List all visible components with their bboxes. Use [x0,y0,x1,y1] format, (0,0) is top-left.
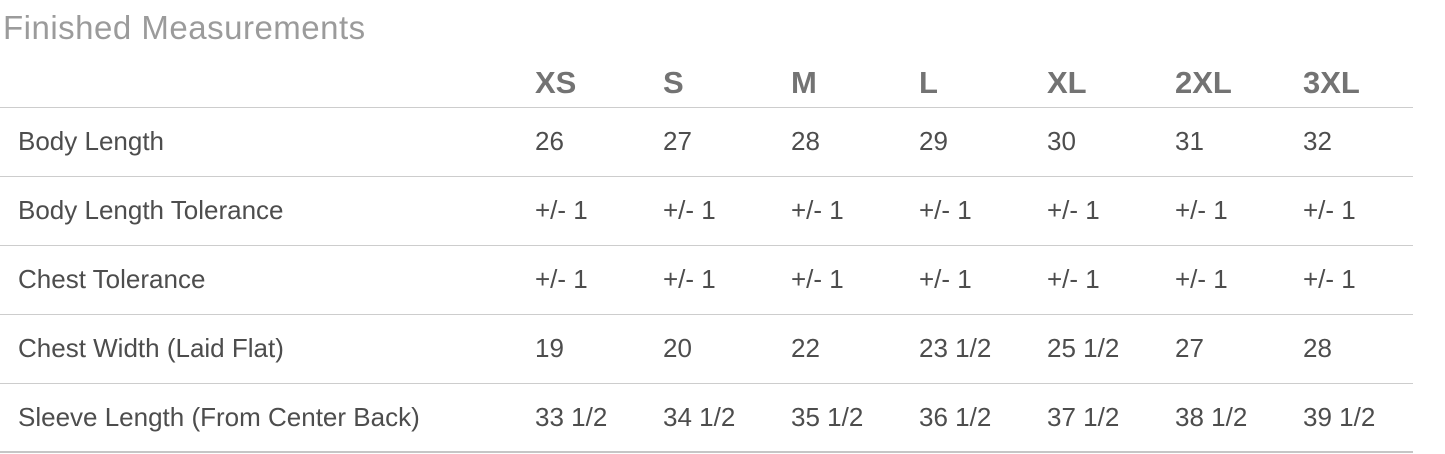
column-header-xl: XL [1047,50,1175,108]
column-header-l: L [919,50,1047,108]
cell: +/- 1 [919,245,1047,315]
row-label: Chest Width (Laid Flat) [0,314,535,384]
cell: 26 [535,107,663,177]
cell: 19 [535,314,663,384]
cell: +/- 1 [663,245,791,315]
row-label: Body Length Tolerance [0,176,535,246]
size-header-row: XS S M L XL 2XL 3XL [0,50,1413,108]
cell: +/- 1 [1303,176,1413,246]
cell: 34 1/2 [663,383,791,453]
column-header-2xl: 2XL [1175,50,1303,108]
cell: 28 [1303,314,1413,384]
cell: 23 1/2 [919,314,1047,384]
cell: +/- 1 [1047,176,1175,246]
cell: 29 [919,107,1047,177]
cell: +/- 1 [535,245,663,315]
table-row-chest-tolerance: Chest Tolerance +/- 1 +/- 1 +/- 1 +/- 1 … [0,245,1413,315]
column-header-3xl: 3XL [1303,50,1413,108]
column-header-m: M [791,50,919,108]
cell: 22 [791,314,919,384]
cell: 27 [1175,314,1303,384]
cell: +/- 1 [1175,176,1303,246]
cell: 35 1/2 [791,383,919,453]
cell: 30 [1047,107,1175,177]
row-label: Sleeve Length (From Center Back) [0,383,535,453]
table-row-sleeve-length: Sleeve Length (From Center Back) 33 1/2 … [0,383,1413,453]
cell: 37 1/2 [1047,383,1175,453]
table-row-body-length-tolerance: Body Length Tolerance +/- 1 +/- 1 +/- 1 … [0,176,1413,246]
cell: +/- 1 [791,245,919,315]
row-label: Body Length [0,107,535,177]
table-row-body-length: Body Length 26 27 28 29 30 31 32 [0,107,1413,177]
cell: 25 1/2 [1047,314,1175,384]
cell: 28 [791,107,919,177]
cell: 39 1/2 [1303,383,1413,453]
finished-measurements-table: XS S M L XL 2XL 3XL Body Length 26 27 28… [0,50,1413,453]
cell: +/- 1 [1303,245,1413,315]
header-spacer [0,50,535,108]
cell: 27 [663,107,791,177]
cell: +/- 1 [1047,245,1175,315]
cell: 20 [663,314,791,384]
cell: +/- 1 [919,176,1047,246]
cell: 32 [1303,107,1413,177]
cell: +/- 1 [791,176,919,246]
column-header-s: S [663,50,791,108]
cell: +/- 1 [1175,245,1303,315]
cell: 33 1/2 [535,383,663,453]
page-title: Finished Measurements [3,9,366,46]
table-row-chest-width: Chest Width (Laid Flat) 19 20 22 23 1/2 … [0,314,1413,384]
cell: 36 1/2 [919,383,1047,453]
cell: +/- 1 [663,176,791,246]
column-header-xs: XS [535,50,663,108]
row-label: Chest Tolerance [0,245,535,315]
cell: 38 1/2 [1175,383,1303,453]
cell: 31 [1175,107,1303,177]
cell: +/- 1 [535,176,663,246]
